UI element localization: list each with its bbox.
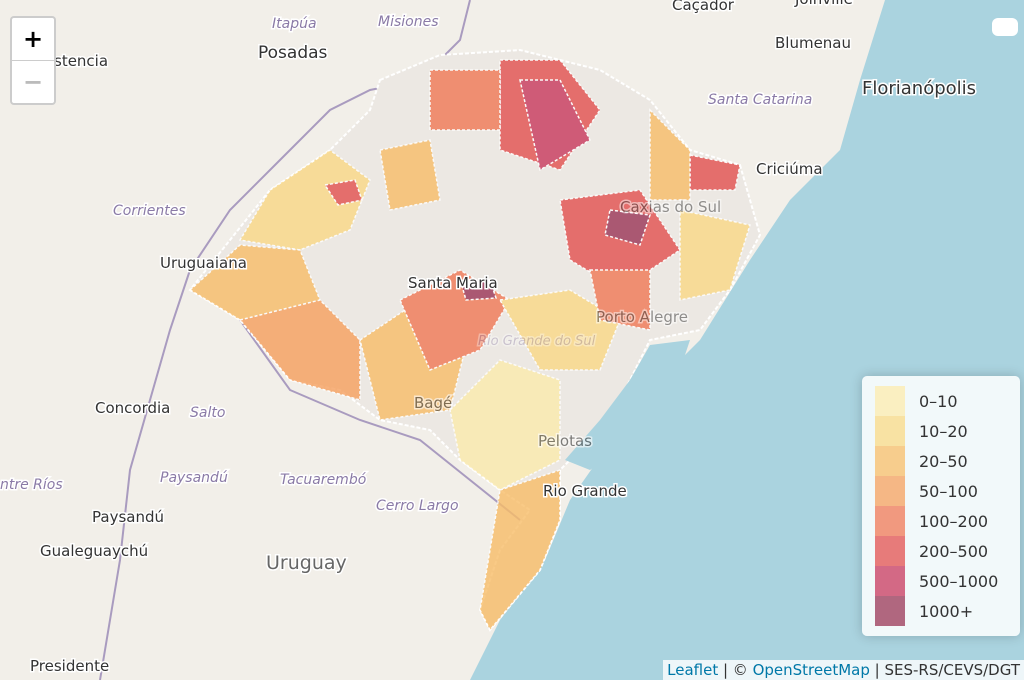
map-label: Cerro Largo (376, 498, 459, 514)
map-label: Gualeguaychú (40, 542, 148, 560)
map-label: Pelotas (538, 432, 592, 450)
region (238, 149, 371, 251)
map-label: Tacuarembó (280, 472, 367, 488)
legend-label: 20–50 (919, 451, 968, 471)
map-label: Santa Maria (408, 274, 498, 292)
map-label: Paysandú (92, 508, 164, 526)
legend-item: 200–500 (875, 536, 988, 566)
map-label: Caçador (672, 0, 735, 14)
map-label: Itapúa (272, 16, 317, 32)
region (379, 139, 441, 211)
region (519, 79, 591, 172)
legend-label: 200–500 (919, 541, 989, 561)
map-toggle[interactable] (992, 18, 1018, 36)
attribution: Leaflet | © OpenStreetMap | SES-RS/CEVS/… (663, 660, 1024, 680)
map-label: Rio Grande do Sul (478, 334, 596, 349)
map-label: Bagé (414, 394, 452, 412)
legend-label: 100–200 (919, 511, 989, 531)
region (429, 69, 501, 131)
region (604, 209, 652, 246)
map-label: Florianópolis (862, 78, 976, 99)
legend-swatch (875, 566, 905, 596)
map-label: Blumenau (775, 34, 851, 52)
legend-item: 0–10 (875, 386, 958, 416)
map-label: Concordia (95, 399, 170, 417)
region (679, 209, 751, 301)
map-label: Rio Grande (543, 482, 627, 500)
legend-swatch (875, 446, 905, 476)
map-label: Uruguay (266, 552, 347, 574)
map-label: Corrientes (113, 203, 186, 219)
legend-swatch (875, 386, 905, 416)
map-label: Uruguaiana (160, 254, 247, 272)
map-label: stencia (54, 52, 108, 70)
legend: 0–10 10–20 20–50 50–100 100–200 200–500 500–10… (862, 376, 1020, 636)
border (239, 319, 521, 521)
legend-label: 50–100 (919, 481, 978, 501)
legend-label: 500–1000 (919, 571, 999, 591)
region (649, 108, 691, 201)
map-label: ntre Ríos (0, 477, 63, 493)
region (498, 289, 621, 371)
map-label: Porto Alegre (596, 308, 688, 326)
legend-item: 100–200 (875, 506, 988, 536)
legend-item: 500–1000 (875, 566, 998, 596)
lagoon (565, 340, 690, 470)
map-label: Presidente (30, 657, 109, 675)
legend-item: 20–50 (875, 446, 968, 476)
region (449, 359, 561, 491)
legend-label: 10–20 (919, 421, 968, 441)
legend-swatch (875, 506, 905, 536)
osm-link[interactable]: OpenStreetMap (752, 661, 870, 679)
legend-label: 1000+ (919, 601, 974, 621)
map-label: Paysandú (160, 470, 228, 486)
legend-item: 1000+ (875, 596, 973, 626)
map-label: Caxias do Sul (620, 198, 721, 216)
region (589, 269, 651, 331)
legend-item: 50–100 (875, 476, 978, 506)
zoom-out[interactable]: − (12, 60, 54, 103)
regions (188, 59, 751, 632)
zoom-in[interactable]: + (22, 25, 44, 53)
region (238, 299, 361, 401)
map-label: Salto (190, 405, 225, 421)
region (323, 179, 363, 206)
map-label: Misiones (378, 14, 439, 30)
legend-item: 10–20 (875, 416, 968, 446)
legend-swatch (875, 476, 905, 506)
separator: | © (718, 661, 753, 679)
legend-swatch (875, 596, 905, 626)
zoom-control: + − (10, 16, 56, 105)
region (461, 279, 498, 301)
source: | SES-RS/CEVS/DGT (869, 661, 1020, 679)
map-label: Santa Catarina (708, 92, 812, 108)
leaflet-link[interactable]: Leaflet (667, 661, 719, 679)
map-label: Joinville (794, 0, 853, 8)
legend-swatch (875, 536, 905, 566)
map-label: Posadas (258, 43, 328, 63)
region (689, 154, 741, 191)
region (479, 468, 561, 632)
legend-label: 0–10 (919, 391, 958, 411)
legend-swatch (875, 416, 905, 446)
map-label: Criciúma (756, 160, 823, 178)
